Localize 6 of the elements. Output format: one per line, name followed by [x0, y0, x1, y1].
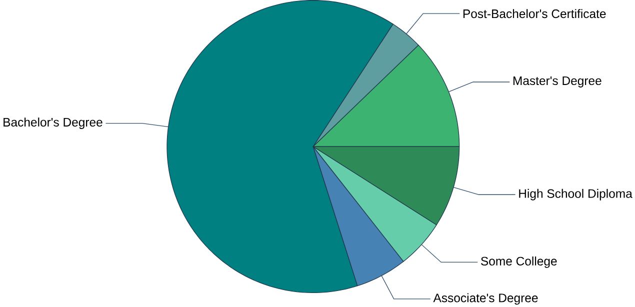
- slice-label: Associate's Degree: [433, 293, 538, 305]
- slice-label: Master's Degree: [513, 76, 602, 88]
- slice-label: High School Diploma: [519, 188, 632, 200]
- slice-label: Bachelor's Degree: [4, 117, 102, 129]
- slice-label: Some College: [481, 256, 557, 268]
- slice-label: Post-Bachelor's Certificate: [463, 8, 606, 18]
